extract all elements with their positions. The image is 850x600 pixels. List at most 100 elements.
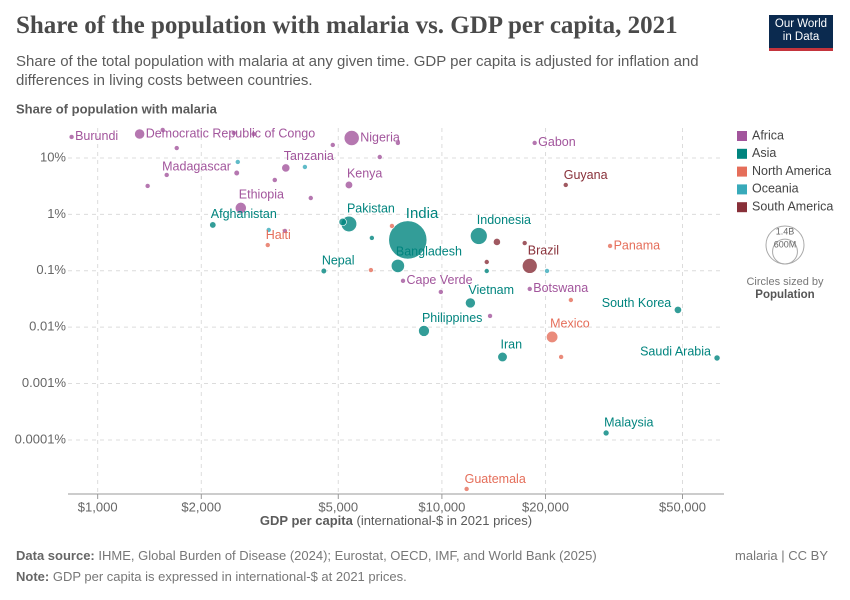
legend-label[interactable]: South America (752, 199, 833, 213)
x-axis-unit: (international-$ in 2021 prices) (356, 513, 532, 528)
logo[interactable]: Our World in Data (769, 15, 833, 51)
data-point (265, 227, 272, 233)
legend-swatch[interactable] (737, 202, 747, 213)
point-label: Panama (614, 238, 661, 252)
data-point (368, 267, 374, 273)
data-point (673, 305, 682, 314)
legend-swatch[interactable] (737, 166, 747, 177)
data-point (282, 228, 288, 234)
data-point (607, 243, 613, 249)
legend-swatch[interactable] (737, 131, 747, 141)
data-point (463, 486, 470, 492)
data-point (302, 164, 308, 170)
source: Data source: IHME, Global Burden of Dise… (16, 548, 597, 563)
data-point (418, 325, 430, 337)
data-point (209, 221, 217, 229)
data-point (250, 131, 257, 137)
legend-label[interactable]: Africa (752, 128, 784, 142)
chart-subtitle: Share of the total population with malar… (16, 53, 699, 89)
point-label: Gabon (538, 135, 576, 149)
size-legend-circle (772, 238, 798, 265)
data-point (546, 330, 559, 343)
note-label: Note: (16, 569, 50, 584)
point-label: Guatemala (465, 472, 526, 486)
data-point (134, 128, 146, 140)
legend-label[interactable]: Oceania (752, 182, 799, 196)
data-point (163, 172, 170, 178)
data-point (234, 202, 247, 214)
data-point (562, 182, 569, 188)
data-point (231, 130, 237, 136)
point-label: Nepal (322, 253, 355, 267)
data-point (713, 354, 721, 362)
data-point (343, 130, 360, 146)
legend-label[interactable]: North America (752, 164, 831, 178)
x-tick-label: $20,000 (522, 499, 569, 514)
x-axis-label: GDP per capita (international-$ in 2021 … (260, 513, 532, 528)
data-point (522, 258, 538, 274)
data-point (558, 354, 564, 360)
x-tick-label: $1,000 (78, 499, 118, 514)
data-point (173, 145, 180, 151)
y-tick-label: 10% (40, 149, 66, 164)
data-point (159, 127, 166, 133)
point-label: Malaysia (604, 415, 653, 429)
x-tick-label: $50,000 (659, 499, 706, 514)
point-label: Nigeria (360, 130, 400, 144)
source-text: IHME, Global Burden of Disease (2024); E… (98, 548, 597, 563)
point-label: Brazil (528, 244, 559, 258)
data-point (531, 140, 538, 146)
data-point (483, 268, 490, 274)
size-legend-label: 1.4B (776, 226, 795, 236)
point-label: Democratic Republic of Congo (146, 126, 316, 140)
point-label: Philippines (422, 311, 482, 325)
data-point (388, 220, 428, 260)
point-label: Ethiopia (239, 188, 284, 202)
data-point (233, 169, 240, 177)
x-tick-label: $5,000 (318, 499, 358, 514)
data-point (329, 142, 336, 148)
data-point (234, 159, 241, 165)
y-tick-label: 0.01% (29, 319, 66, 334)
data-point (602, 429, 610, 437)
data-point (483, 259, 490, 265)
source-label: Data source: (16, 548, 95, 563)
x-axis-title: GDP per capita (260, 513, 354, 528)
data-point (281, 163, 291, 173)
data-point (271, 177, 278, 183)
data-point (68, 134, 75, 140)
legend-swatch[interactable] (737, 148, 747, 159)
point-label: South Korea (602, 296, 672, 310)
data-point (376, 154, 383, 160)
point-label: Guyana (564, 168, 608, 182)
point-label: Botswana (533, 281, 588, 295)
point-label: Haiti (266, 228, 291, 242)
point-label: Mexico (550, 317, 590, 331)
point-label: Bangladesh (396, 245, 462, 259)
license[interactable]: malaria | CC BY (735, 548, 828, 563)
data-point (526, 286, 533, 292)
data-point (544, 268, 550, 274)
points (68, 127, 721, 492)
point-label: Saudi Arabia (640, 344, 711, 358)
data-point (568, 297, 574, 303)
size-legend-label: 600M (774, 239, 797, 249)
x-tick-label: $2,000 (181, 499, 221, 514)
point-label: Cape Verde (407, 273, 473, 287)
data-point (144, 183, 151, 189)
point-label: Tanzania (284, 149, 334, 163)
point-label: Pakistan (347, 201, 395, 215)
data-point (497, 351, 508, 363)
data-point (395, 140, 401, 146)
legend-swatch[interactable] (737, 184, 747, 195)
x-tick-label: $10,000 (418, 499, 465, 514)
point-label: Afghanistan (211, 207, 277, 221)
legend-label[interactable]: Asia (752, 146, 776, 160)
data-point (493, 238, 501, 246)
y-tick-label: 0.001% (22, 375, 67, 390)
data-point (344, 180, 353, 190)
point-label: Vietnam (468, 283, 514, 297)
y-axis-label: Share of population with malaria (16, 101, 218, 116)
